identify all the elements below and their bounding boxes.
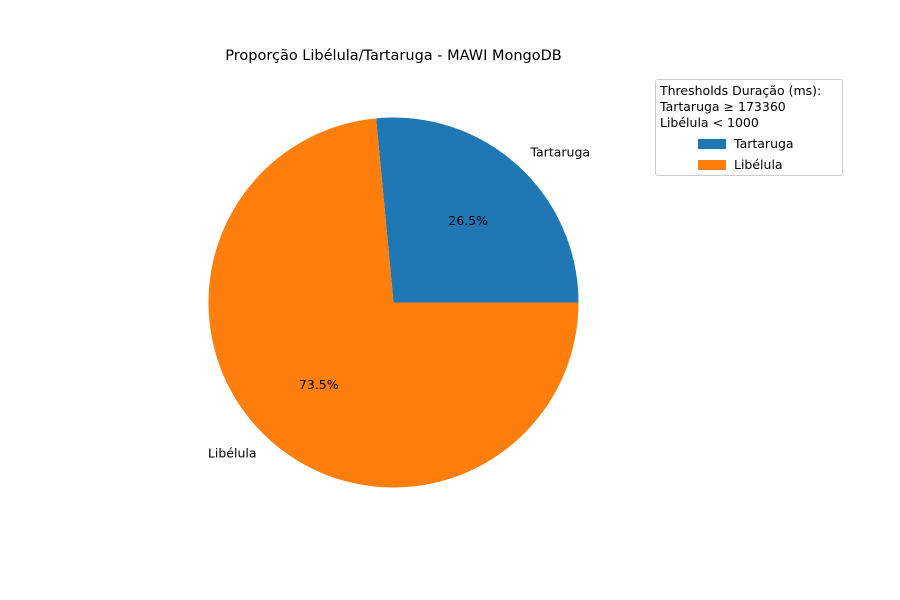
- slice-label-liblula: Libélula: [208, 446, 257, 461]
- pie-slice-tartaruga: [376, 117, 579, 303]
- legend-item-tartaruga: Tartaruga: [698, 135, 842, 152]
- legend-swatch-libelula: [698, 159, 726, 170]
- legend-title-line-3: Libélula < 1000: [660, 115, 759, 130]
- slice-label-tartaruga: Tartaruga: [529, 144, 590, 159]
- legend: Thresholds Duração (ms): Tartaruga ≥ 173…: [655, 79, 843, 176]
- legend-title-line-1: Thresholds Duração (ms):: [660, 83, 822, 98]
- legend-item-libelula: Libélula: [698, 156, 842, 173]
- legend-label-libelula: Libélula: [734, 157, 783, 172]
- pct-label-tartaruga: 26.5%: [448, 213, 488, 228]
- pie-slice-liblula: [208, 118, 579, 488]
- legend-title-line-2: Tartaruga ≥ 173360: [660, 99, 786, 114]
- chart-title: Proporção Libélula/Tartaruga - MAWI Mong…: [225, 48, 562, 64]
- pct-label-liblula: 73.5%: [299, 377, 339, 392]
- legend-label-tartaruga: Tartaruga: [734, 136, 794, 151]
- legend-swatch-tartaruga: [698, 138, 726, 149]
